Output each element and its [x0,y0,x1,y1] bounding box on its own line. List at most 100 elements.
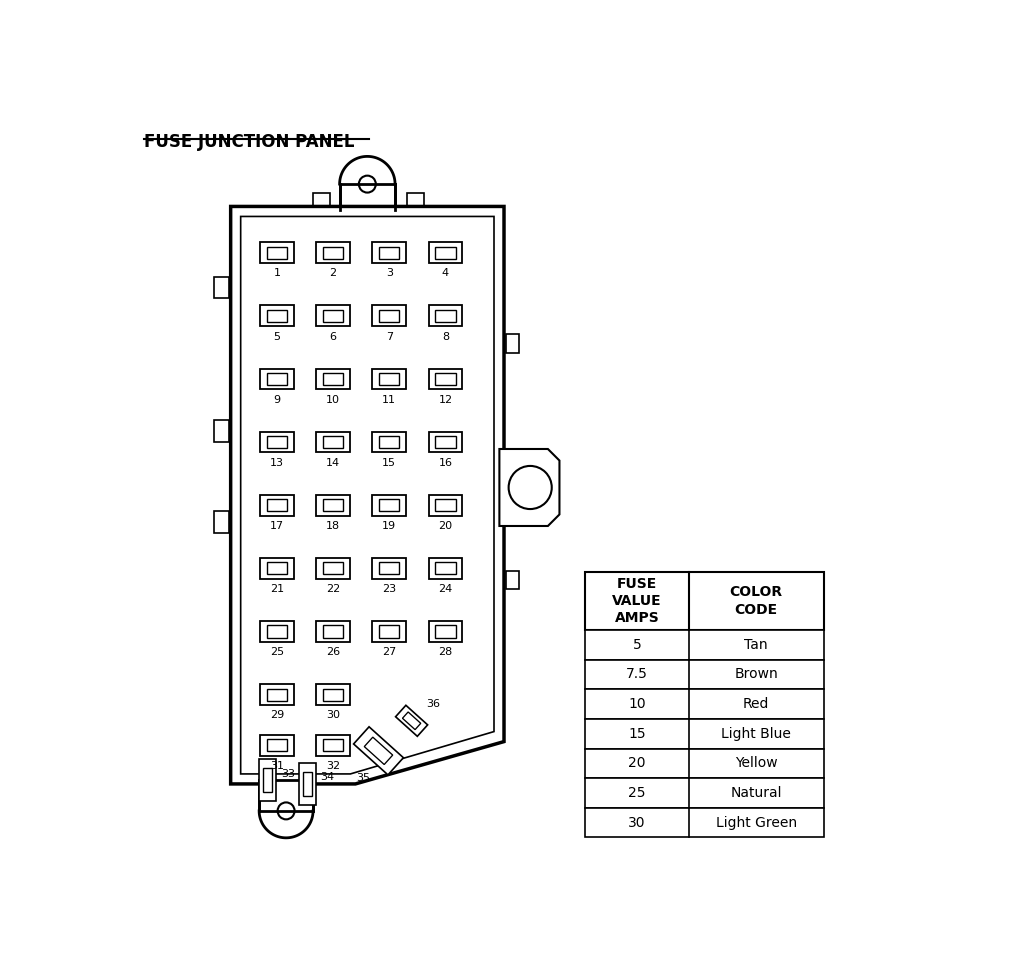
FancyBboxPatch shape [379,247,399,259]
Text: 8: 8 [442,332,450,342]
FancyBboxPatch shape [323,436,343,448]
FancyBboxPatch shape [506,334,519,352]
FancyBboxPatch shape [585,660,823,689]
FancyBboxPatch shape [429,305,463,326]
Text: 36: 36 [426,699,440,709]
Text: 18: 18 [326,521,340,531]
Text: 16: 16 [438,458,453,468]
FancyBboxPatch shape [316,369,350,389]
FancyBboxPatch shape [585,630,823,660]
FancyBboxPatch shape [316,558,350,579]
FancyBboxPatch shape [435,436,456,448]
FancyBboxPatch shape [379,309,399,322]
FancyBboxPatch shape [266,689,287,701]
FancyBboxPatch shape [585,808,823,837]
FancyBboxPatch shape [266,740,287,752]
Text: 2: 2 [330,268,337,278]
Text: Tan: Tan [744,637,768,652]
FancyBboxPatch shape [323,740,343,752]
Text: 21: 21 [269,584,284,594]
FancyBboxPatch shape [379,436,399,448]
Text: 17: 17 [269,521,284,531]
FancyBboxPatch shape [316,735,350,755]
FancyBboxPatch shape [373,431,407,453]
FancyBboxPatch shape [373,621,407,642]
FancyBboxPatch shape [435,247,456,259]
FancyBboxPatch shape [259,780,313,811]
Text: 22: 22 [326,584,340,594]
FancyBboxPatch shape [373,242,407,264]
Polygon shape [230,207,504,784]
Text: 35: 35 [356,773,370,783]
Text: 20: 20 [628,756,645,770]
FancyBboxPatch shape [323,499,343,511]
FancyBboxPatch shape [506,571,519,590]
Text: Light Green: Light Green [716,816,797,830]
Text: 25: 25 [628,786,645,800]
FancyBboxPatch shape [373,369,407,389]
FancyBboxPatch shape [435,499,456,511]
Text: 34: 34 [319,772,334,783]
FancyBboxPatch shape [585,778,823,808]
Polygon shape [395,706,428,736]
FancyBboxPatch shape [299,763,316,805]
Text: 5: 5 [273,332,281,342]
FancyBboxPatch shape [316,242,350,264]
FancyBboxPatch shape [373,495,407,515]
FancyBboxPatch shape [303,772,312,795]
Text: 11: 11 [382,394,396,405]
FancyBboxPatch shape [323,626,343,637]
Text: 29: 29 [269,711,284,720]
FancyBboxPatch shape [407,193,424,209]
FancyBboxPatch shape [429,369,463,389]
Text: 24: 24 [438,584,453,594]
FancyBboxPatch shape [266,562,287,574]
FancyBboxPatch shape [429,621,463,642]
FancyBboxPatch shape [435,373,456,385]
FancyBboxPatch shape [323,373,343,385]
FancyBboxPatch shape [435,562,456,574]
FancyBboxPatch shape [429,558,463,579]
Text: 20: 20 [438,521,453,531]
Polygon shape [402,712,421,730]
Text: FUSE
VALUE
AMPS: FUSE VALUE AMPS [612,577,662,626]
FancyBboxPatch shape [312,193,330,209]
Text: 1: 1 [273,268,281,278]
Text: 30: 30 [326,711,340,720]
FancyBboxPatch shape [259,759,276,801]
FancyBboxPatch shape [323,689,343,701]
FancyBboxPatch shape [260,684,294,705]
Text: 4: 4 [442,268,450,278]
Text: 13: 13 [270,458,284,468]
FancyBboxPatch shape [585,572,823,630]
FancyBboxPatch shape [379,373,399,385]
Text: 5: 5 [633,637,641,652]
Text: 27: 27 [382,647,396,657]
Text: 12: 12 [438,394,453,405]
FancyBboxPatch shape [266,247,287,259]
Text: 7.5: 7.5 [626,668,648,681]
FancyBboxPatch shape [379,499,399,511]
FancyBboxPatch shape [429,431,463,453]
Text: 19: 19 [382,521,396,531]
FancyBboxPatch shape [323,309,343,322]
FancyBboxPatch shape [266,373,287,385]
Text: 15: 15 [628,727,646,741]
FancyBboxPatch shape [263,768,272,792]
Text: 32: 32 [326,761,340,771]
Polygon shape [500,449,559,526]
Text: Light Blue: Light Blue [721,727,792,741]
Polygon shape [365,737,393,764]
FancyBboxPatch shape [316,621,350,642]
FancyBboxPatch shape [435,626,456,637]
Text: Yellow: Yellow [735,756,777,770]
FancyBboxPatch shape [214,511,229,533]
FancyBboxPatch shape [260,558,294,579]
FancyBboxPatch shape [260,621,294,642]
Text: Brown: Brown [734,668,778,681]
Text: Red: Red [743,697,769,712]
FancyBboxPatch shape [373,558,407,579]
Text: 6: 6 [330,332,337,342]
FancyBboxPatch shape [266,436,287,448]
FancyBboxPatch shape [316,495,350,515]
